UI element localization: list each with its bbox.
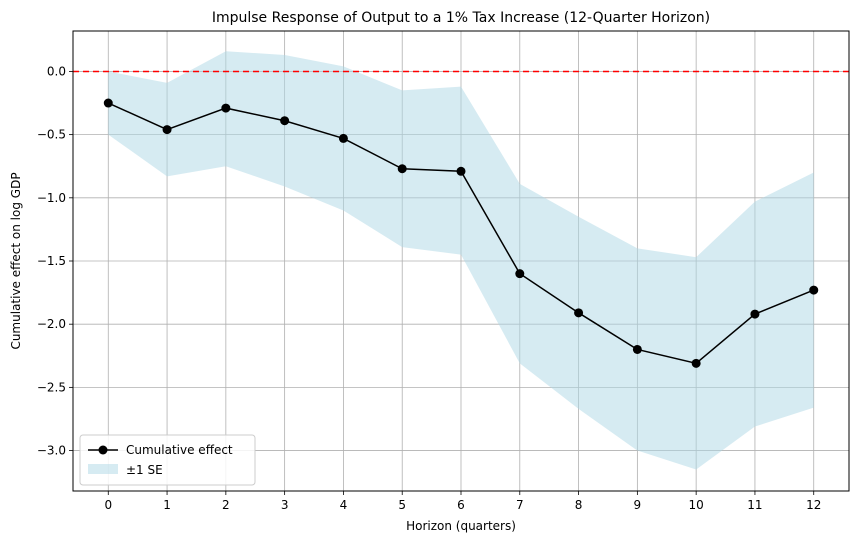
y-tick-label: 0.0 [47, 64, 66, 78]
y-tick-label: −3.0 [37, 444, 66, 458]
y-tick-label: −1.5 [37, 254, 66, 268]
legend-label-series: Cumulative effect [126, 443, 233, 457]
data-point [574, 308, 584, 318]
data-point [632, 344, 642, 354]
x-tick-label: 4 [340, 498, 348, 512]
data-point [103, 98, 113, 108]
x-tick-label: 8 [575, 498, 583, 512]
x-tick-label: 10 [689, 498, 704, 512]
data-point [515, 269, 525, 279]
legend-band-swatch [88, 464, 118, 474]
x-tick-label: 3 [281, 498, 289, 512]
data-point [691, 358, 701, 368]
data-point [750, 309, 760, 319]
data-point [809, 285, 819, 295]
y-tick-label: −1.0 [37, 191, 66, 205]
legend-label-band: ±1 SE [126, 463, 163, 477]
data-point [397, 164, 407, 174]
data-point [456, 166, 466, 176]
y-tick-label: −0.5 [37, 128, 66, 142]
legend-marker-swatch [98, 445, 108, 455]
confidence-band [108, 51, 814, 470]
y-tick-label: −2.5 [37, 380, 66, 394]
data-point [338, 133, 348, 143]
x-tick-label: 1 [163, 498, 171, 512]
legend: Cumulative effect ±1 SE [79, 434, 256, 486]
data-point [162, 125, 172, 135]
x-tick-label: 7 [516, 498, 524, 512]
confidence-band-layer [108, 51, 814, 470]
x-tick-label: 5 [398, 498, 406, 512]
x-tick-label: 2 [222, 498, 230, 512]
series-layer [103, 98, 819, 368]
x-tick-label: 12 [806, 498, 821, 512]
x-tick-label: 6 [457, 498, 465, 512]
tick-layer: 0 1 2 3 4 5 6 7 8 9 10 11 120.0−0.5−1.0−1.5−2.0−2.5−… [37, 64, 822, 512]
x-tick-label: 0 [104, 498, 112, 512]
x-tick-label: 11 [747, 498, 762, 512]
data-point [280, 116, 290, 126]
y-axis-label: Cumulative effect on log GDP [9, 172, 23, 349]
x-tick-label: 9 [634, 498, 642, 512]
legend-box [79, 434, 256, 486]
data-point [221, 103, 231, 113]
y-tick-label: −2.0 [37, 317, 66, 331]
chart-title: Impulse Response of Output to a 1% Tax I… [212, 10, 710, 26]
x-axis-label: Horizon (quarters) [406, 519, 516, 533]
